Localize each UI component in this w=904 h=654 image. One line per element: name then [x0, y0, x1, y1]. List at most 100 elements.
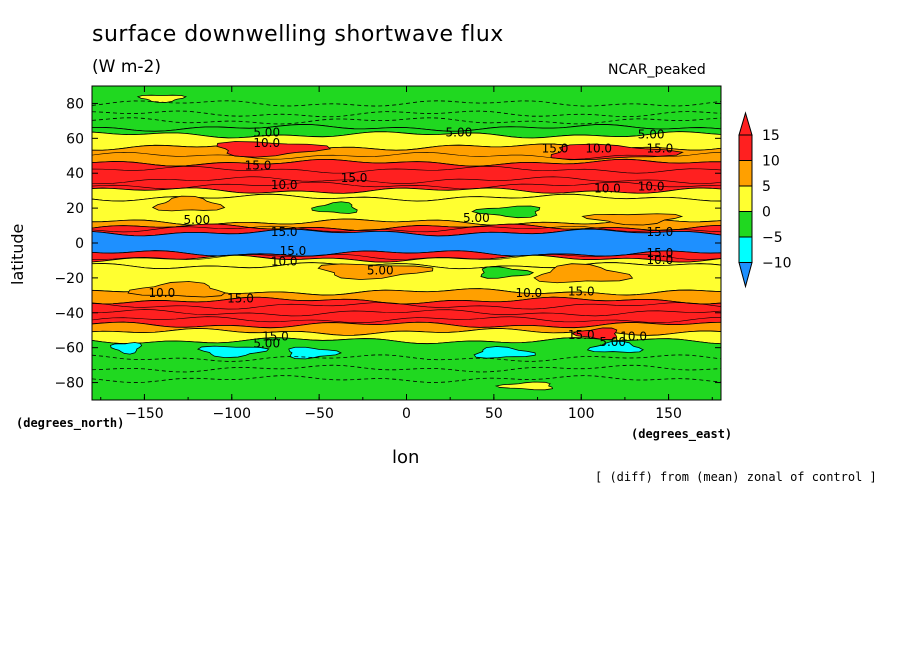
x-tick-label-2: −50: [304, 406, 334, 422]
band-9: [92, 228, 721, 257]
colorbar-top-arrow: [738, 111, 753, 136]
x-axis-units: (degrees_east): [631, 427, 733, 441]
contour-label-18: 10.0: [271, 255, 298, 269]
x-tick-label-6: 150: [655, 406, 682, 422]
patch-11: [571, 327, 618, 340]
colorbar-label-1: 10: [762, 154, 780, 170]
y-axis-units: (degrees_north): [16, 416, 125, 430]
contour-label-21: 10.0: [149, 286, 176, 300]
patch-4: [311, 201, 358, 214]
colorbar-segment-4: [738, 236, 753, 263]
contour-label-0: 5.00: [253, 126, 280, 140]
contour-label-8: 15.0: [341, 171, 368, 185]
y-tick-label-3: 20: [66, 201, 84, 217]
dashed-contour-4: [92, 364, 721, 373]
patch-8: [480, 266, 535, 279]
x-tick-label-1: −100: [213, 406, 251, 422]
contour-label-7: 15.0: [245, 159, 272, 173]
contour-2: [92, 176, 721, 184]
patch-13: [197, 345, 270, 358]
patch-6: [581, 213, 684, 226]
y-tick-label-4: 0: [75, 236, 84, 252]
band-0: [92, 86, 721, 132]
contour-label-29: 5.00: [599, 335, 626, 349]
y-tick-label-8: −80: [54, 376, 84, 392]
colorbar-segment-0: [738, 134, 753, 161]
colorbar-bottom-arrow: [738, 262, 753, 289]
contour-1: [92, 165, 721, 174]
contour-label-12: 5.00: [183, 213, 210, 227]
colorbar-label-4: −5: [762, 230, 783, 246]
patch-1: [216, 141, 332, 158]
contour-label-6: 15.0: [646, 141, 673, 155]
contour-label-14: 15.0: [271, 225, 298, 239]
contour-label-27: 15.0: [568, 328, 595, 342]
contour-label-26: 5.00: [253, 337, 280, 351]
contour-label-5: 10.0: [585, 141, 612, 155]
contour-label-13: 5.00: [463, 211, 490, 225]
contour-3: [92, 181, 721, 190]
contour-8: [92, 254, 721, 260]
contour-label-24: 15.0: [227, 291, 254, 305]
patch-9: [533, 263, 634, 284]
y-tick-label-2: 40: [66, 166, 84, 182]
patch-14: [288, 346, 342, 360]
dashed-contour-1: [92, 110, 721, 118]
colorbar-label-3: 0: [762, 205, 771, 221]
colorbar-segment-2: [738, 185, 753, 212]
contour-label-22: 10.0: [515, 286, 542, 300]
x-tick-label-0: −150: [125, 406, 163, 422]
patch-10: [127, 281, 226, 298]
y-tick-label-7: −60: [54, 341, 84, 357]
colorbar-segment-1: [738, 160, 753, 187]
contour-label-28: 10.0: [620, 330, 647, 344]
patch-16: [586, 340, 644, 353]
x-tick-label-5: 100: [568, 406, 595, 422]
contour-label-10: 10.0: [594, 181, 621, 195]
diff-note: [ (diff) from (mean) zonal of control ]: [595, 470, 877, 484]
contour-5: [92, 309, 721, 317]
contour-7: [92, 225, 721, 233]
y-tick-label-0: 80: [66, 96, 84, 112]
contour-label-19: 5.00: [367, 263, 394, 277]
dashed-contour-5: [92, 375, 721, 383]
dashed-contour-0: [92, 100, 721, 107]
contour-label-4: 15.0: [542, 141, 569, 155]
contour-6: [92, 316, 721, 324]
chart-title: surface downwelling shortwave flux: [92, 22, 504, 47]
contour-label-11: 10.0: [638, 180, 665, 194]
contour-label-17: 15.0: [646, 246, 673, 260]
contour-label-3: 10.0: [253, 136, 280, 150]
model-label: NCAR_peaked: [608, 62, 706, 78]
contour-label-2: 5.00: [638, 127, 665, 141]
patch-15: [473, 346, 536, 359]
contour-label-15: 15.0: [646, 225, 673, 239]
contour-0: [92, 152, 721, 160]
contour-4: [92, 302, 721, 310]
y-tick-label-6: −40: [54, 306, 84, 322]
patch-12: [110, 342, 143, 355]
x-axis-label: lon: [392, 447, 420, 468]
patch-7: [317, 263, 434, 280]
patch-5: [471, 205, 541, 219]
y-tick-label-5: −20: [54, 271, 84, 287]
dashed-contour-3: [92, 354, 721, 362]
patch-3: [151, 195, 226, 212]
dashed-contour-2: [92, 117, 721, 125]
contour-label-23: 15.0: [568, 284, 595, 298]
patch-17: [494, 381, 554, 391]
contour-label-9: 10.0: [271, 178, 298, 192]
x-tick-label-3: 0: [402, 406, 411, 422]
colorbar-label-0: 15: [762, 128, 780, 144]
contour-label-25: 15.0: [262, 330, 289, 344]
colorbar-label-5: −10: [762, 256, 792, 272]
patch-0: [136, 94, 187, 103]
y-tick-label-1: 60: [66, 131, 84, 147]
contour-label-1: 5.00: [446, 126, 473, 140]
chart-units: (W m-2): [92, 57, 161, 77]
colorbar-label-2: 5: [762, 179, 771, 195]
colorbar-segment-3: [738, 211, 753, 238]
contour-label-20: 10.0: [646, 253, 673, 267]
